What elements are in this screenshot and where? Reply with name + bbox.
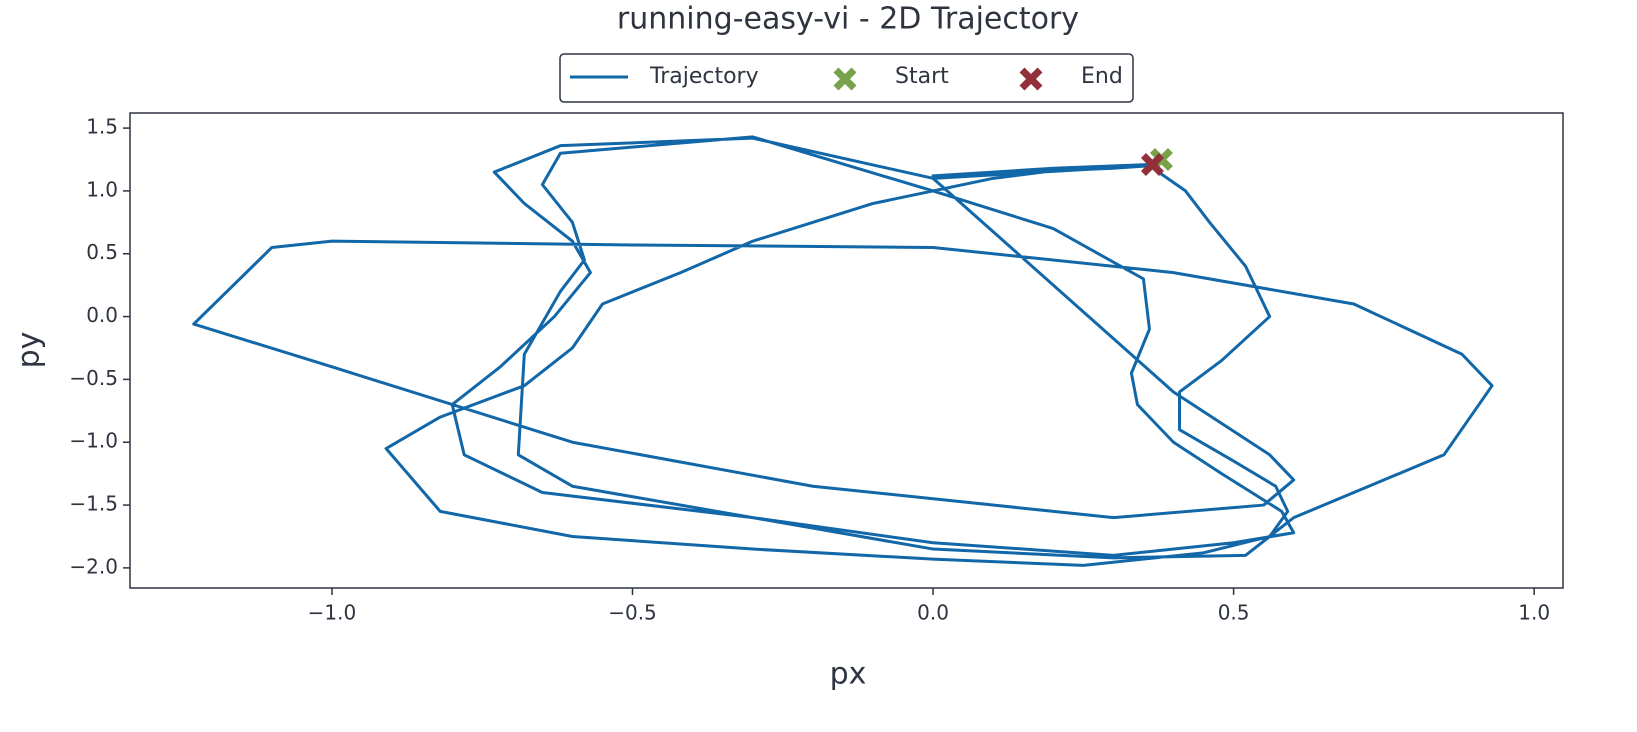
- y-axis-label: py: [12, 332, 47, 369]
- trajectory-line: [192, 135, 1494, 567]
- legend-swatch: [1019, 67, 1043, 91]
- legend-label: Trajectory: [649, 64, 759, 89]
- x-tick-label: 0.5: [1218, 601, 1250, 625]
- x-axis-label: px: [830, 657, 867, 692]
- legend-swatch: [833, 67, 857, 91]
- chart-title: running-easy-vi - 2D Trajectory: [617, 2, 1079, 37]
- x-tick-label: 0.0: [917, 601, 949, 625]
- plot-frame: [129, 112, 1564, 589]
- x-tick-label: −1.0: [308, 601, 357, 625]
- y-tick-label: −1.5: [69, 492, 118, 516]
- y-tick-label: 0.5: [86, 240, 118, 264]
- x-tick-label: 1.0: [1518, 601, 1550, 625]
- legend-label: Start: [895, 64, 949, 89]
- marker: [1140, 153, 1164, 176]
- y-tick-label: 1.5: [86, 115, 118, 139]
- y-tick-label: 1.0: [86, 177, 118, 201]
- legend-label: End: [1081, 64, 1123, 89]
- y-tick-label: −1.0: [69, 429, 118, 453]
- y-tick-label: −2.0: [69, 554, 118, 578]
- y-tick-label: 0.0: [86, 303, 118, 327]
- x-tick-label: −0.5: [608, 601, 657, 625]
- y-tick-label: −0.5: [69, 366, 118, 390]
